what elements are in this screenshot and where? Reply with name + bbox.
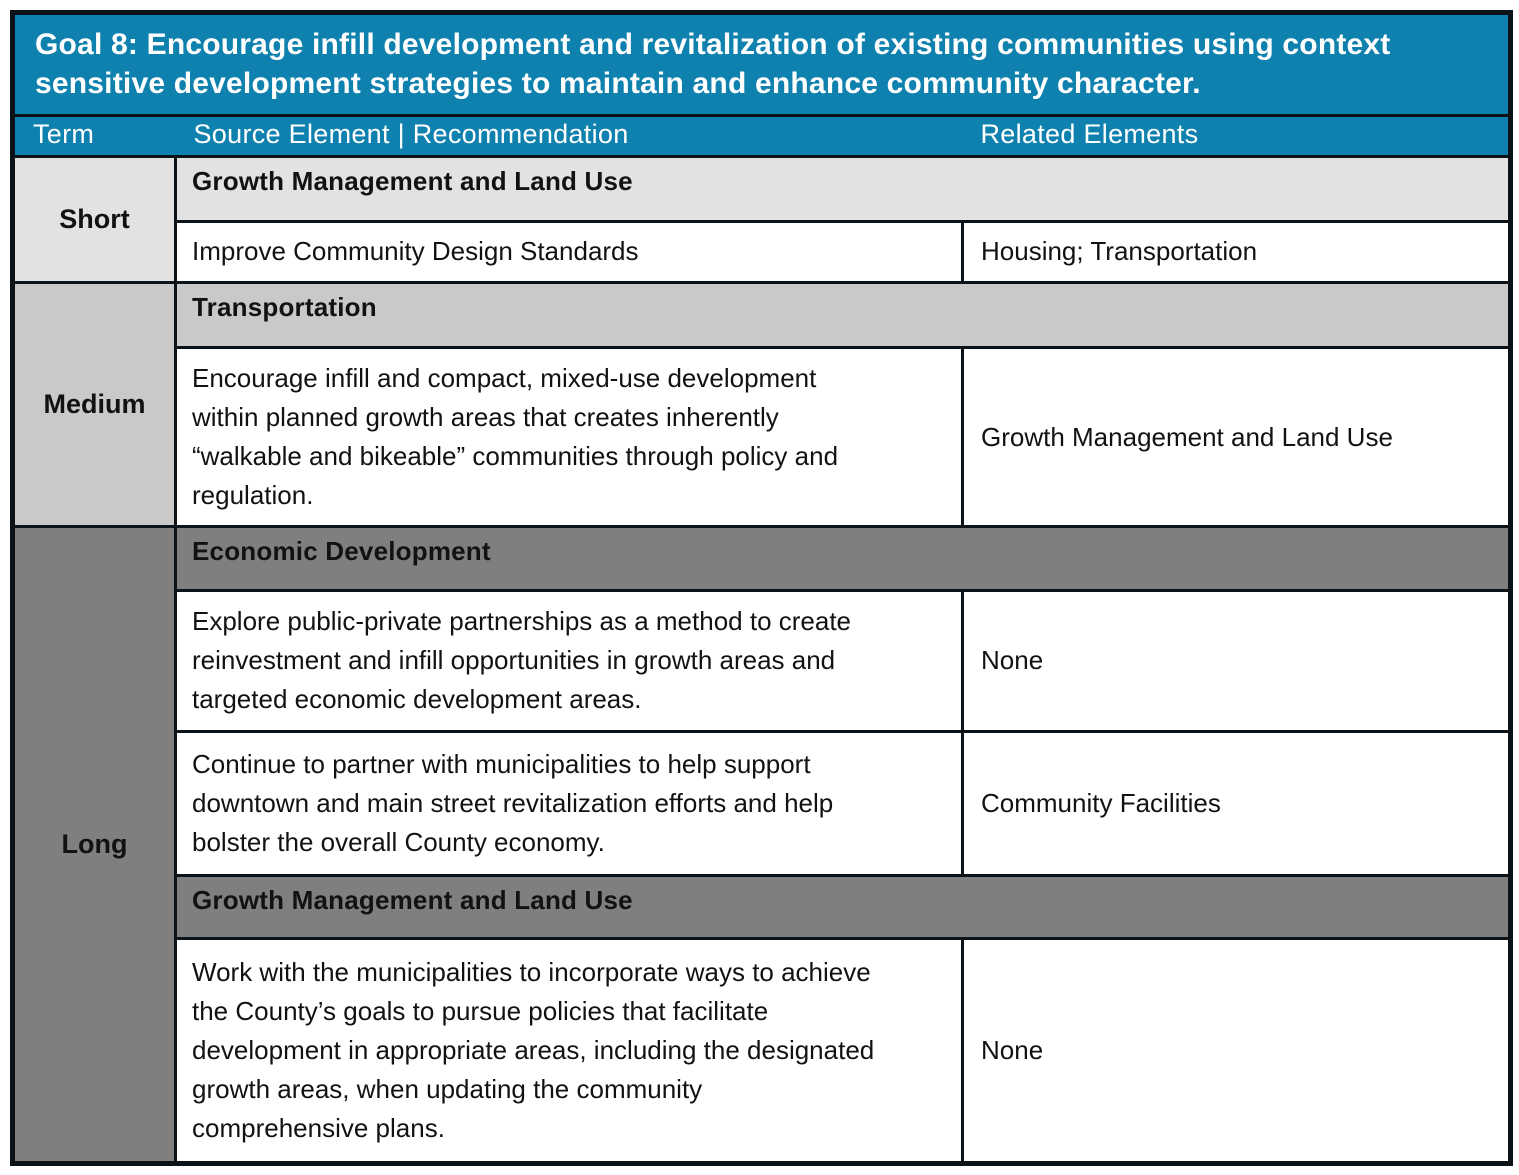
related-cell-housing-transportation: Housing; Transportation [960,219,1513,284]
element-header-growth-management-long: Growth Management and Land Use [173,873,1513,940]
term-cell-medium: Medium [11,280,177,529]
term-cell-long: Long [11,525,177,1165]
recommendation-cell-work-with-municipalities: Work with the municipalities to incorpor… [174,936,964,1166]
recommendation-cell-encourage-infill: Encourage infill and compact, mixed-use … [174,346,964,529]
goal-title-banner: Goal 8: Encourage infill development and… [10,11,1513,117]
related-cell-growth-management: Growth Management and Land Use [960,346,1513,529]
column-header-source-recommendation: Source Element | Recommendation [175,113,963,158]
recommendation-cell-explore-partnerships: Explore public-private partnerships as a… [174,588,964,734]
term-cell-short: Short [11,154,177,284]
related-cell-community-facilities: Community Facilities [960,730,1513,877]
column-header-related-elements: Related Elements [962,113,1511,158]
element-header-economic-development: Economic Development [173,525,1513,592]
goal-8-table: Goal 8: Encourage infill development and… [10,10,1514,1166]
column-header-term: Term [12,113,176,158]
element-header-growth-management-short: Growth Management and Land Use [173,154,1513,223]
recommendation-cell-partner-municipalities: Continue to partner with municipalities … [174,730,964,877]
element-header-transportation: Transportation [173,280,1513,350]
related-cell-none-2: None [960,936,1513,1166]
recommendation-cell-improve-design-standards: Improve Community Design Standards [174,219,964,284]
related-cell-none-1: None [960,588,1513,734]
